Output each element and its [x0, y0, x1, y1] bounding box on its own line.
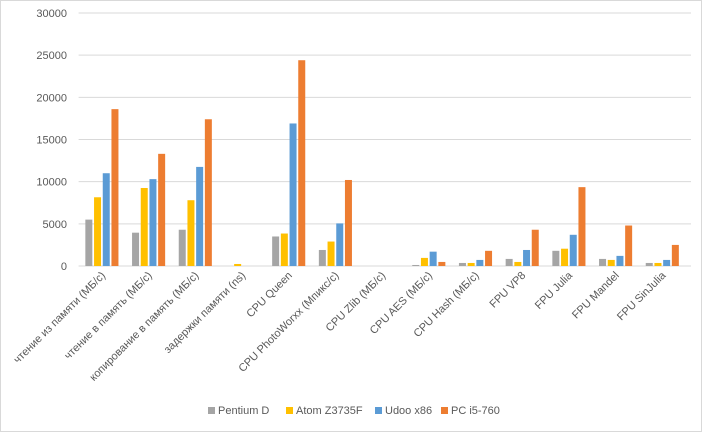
y-tick-label: 20000 — [36, 92, 67, 104]
x-category-label: FPU Mandel — [570, 270, 622, 322]
y-tick-label: 25000 — [36, 50, 67, 62]
bar-pc-i5-760 — [111, 109, 119, 266]
bar-pentium-d — [132, 232, 140, 266]
x-axis-category-labels: чтение из памяти (МБ/с)чтение в память (… — [12, 269, 670, 384]
bar-udoo-x86 — [196, 166, 204, 266]
bar-pc-i5-760 — [438, 261, 446, 266]
bar-atom-z3735f — [420, 257, 428, 266]
bar-pentium-d — [552, 250, 560, 266]
y-tick-label: 10000 — [36, 177, 67, 189]
legend-label: PC i5-760 — [451, 405, 500, 417]
legend-swatch — [208, 407, 215, 414]
bar-pc-i5-760 — [578, 187, 586, 266]
legend-label: Atom Z3735F — [296, 405, 363, 417]
bar-atom-z3735f — [607, 259, 615, 266]
legend-label: Pentium D — [218, 405, 269, 417]
bar-atom-z3735f — [561, 248, 569, 266]
x-category-label: CPU PhotoWorxx (Мпикс/с) — [236, 270, 341, 375]
bar-pc-i5-760 — [158, 153, 166, 266]
bar-atom-z3735f — [514, 261, 522, 266]
bar-pentium-d — [505, 258, 513, 266]
legend-item: PC i5-760 — [441, 405, 500, 417]
bar-pentium-d — [272, 236, 280, 266]
legend: Pentium D Atom Z3735F Udoo x86 PC i5-760 — [208, 405, 500, 417]
bar-udoo-x86 — [569, 234, 577, 266]
x-category-label: FPU Julia — [533, 269, 576, 312]
y-tick-label: 0 — [61, 261, 67, 273]
bar-pentium-d — [458, 262, 466, 266]
bar-atom-z3735f — [140, 187, 148, 266]
bars — [85, 60, 679, 266]
bar-atom-z3735f — [187, 200, 195, 266]
bar-pc-i5-760 — [298, 60, 306, 266]
bar-atom-z3735f — [654, 262, 662, 266]
bar-udoo-x86 — [523, 249, 531, 266]
x-category-label: чтение в память (МБ/с) — [62, 270, 154, 362]
legend-swatch — [286, 407, 293, 414]
legend-label: Udoo x86 — [385, 405, 432, 417]
bar-pc-i5-760 — [671, 244, 679, 266]
legend-item: Udoo x86 — [375, 405, 432, 417]
x-category-label: FPU VP8 — [487, 270, 528, 311]
legend-item: Atom Z3735F — [286, 405, 363, 417]
bar-pentium-d — [178, 229, 186, 266]
bar-atom-z3735f — [327, 241, 335, 266]
bar-pentium-d — [645, 262, 653, 266]
bar-atom-z3735f — [280, 233, 288, 266]
x-category-label: CPU Queen — [244, 270, 294, 320]
legend-swatch — [375, 407, 382, 414]
bar-pc-i5-760 — [344, 179, 352, 266]
bar-pentium-d — [318, 249, 326, 266]
bar-atom-z3735f — [234, 263, 242, 266]
y-axis-tick-labels: 0 5000 10000 15000 20000 25000 30000 — [36, 8, 67, 273]
bar-pentium-d — [85, 219, 93, 266]
x-category-label: задержки памяти (ns) — [162, 270, 248, 356]
x-category-label: чтение из памяти (МБ/с) — [12, 270, 109, 367]
bar-pc-i5-760 — [531, 229, 539, 266]
bar-pc-i5-760 — [485, 250, 493, 266]
y-tick-label: 5000 — [43, 219, 67, 231]
y-tick-label: 30000 — [36, 8, 67, 20]
bar-udoo-x86 — [149, 179, 157, 266]
bar-pentium-d — [599, 258, 607, 266]
y-tick-label: 15000 — [36, 135, 67, 147]
legend-item: Pentium D — [208, 405, 269, 417]
bar-udoo-x86 — [336, 223, 344, 266]
gridlines — [78, 12, 691, 267]
bar-udoo-x86 — [476, 259, 484, 266]
bar-udoo-x86 — [102, 173, 110, 266]
bar-udoo-x86 — [663, 259, 671, 266]
bar-pc-i5-760 — [204, 119, 212, 266]
legend-swatch — [441, 407, 448, 414]
bar-atom-z3735f — [467, 262, 475, 266]
bar-pc-i5-760 — [625, 225, 633, 266]
bar-pentium-d — [412, 264, 420, 266]
bar-udoo-x86 — [616, 255, 624, 266]
bar-udoo-x86 — [429, 251, 437, 266]
bar-udoo-x86 — [289, 123, 297, 266]
bar-atom-z3735f — [94, 197, 102, 266]
x-category-label: FPU SinJulia — [615, 269, 669, 323]
